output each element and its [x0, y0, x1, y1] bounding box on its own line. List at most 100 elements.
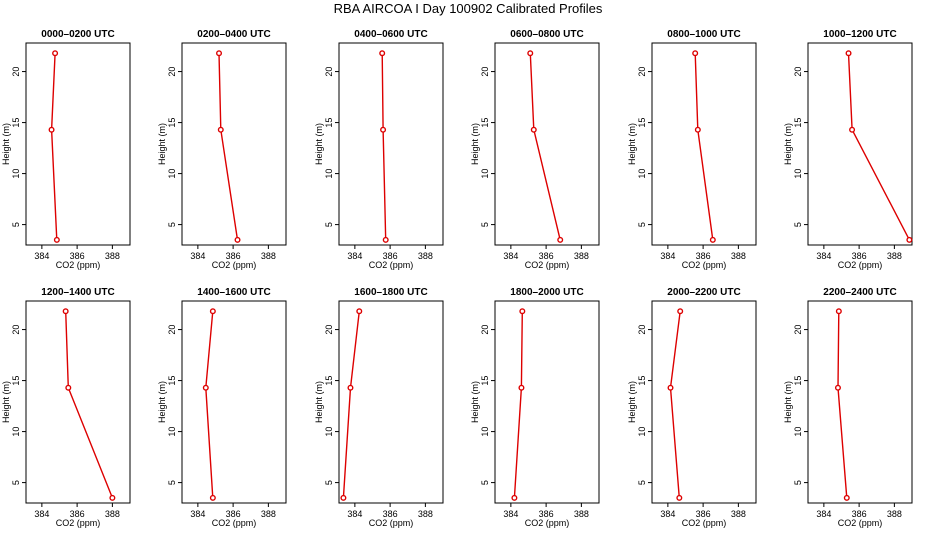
x-axis-label: CO2 (ppm) — [369, 518, 414, 528]
plot-frame — [494, 42, 600, 246]
x-tick-label: 388 — [574, 509, 589, 519]
y-tick-label: 15 — [480, 376, 490, 386]
data-point — [209, 308, 216, 315]
x-axis-label: CO2 (ppm) — [682, 260, 727, 270]
co2-profile-line — [50, 53, 58, 240]
y-axis-label: Height (m) — [1, 381, 11, 423]
x-tick-label: 388 — [418, 509, 433, 519]
panel-title: 0200–0400 UTC — [197, 29, 270, 40]
x-tick-label: 388 — [574, 251, 589, 261]
y-tick-label: 20 — [11, 67, 21, 77]
data-point — [530, 126, 537, 133]
x-axis-label: CO2 (ppm) — [682, 518, 727, 528]
y-tick-label: 10 — [793, 169, 803, 179]
y-axis-label: Height (m) — [157, 381, 167, 423]
x-tick-label: 388 — [105, 251, 120, 261]
data-point — [52, 50, 59, 57]
x-tick-label: 384 — [34, 509, 49, 519]
x-axis-label: CO2 (ppm) — [212, 260, 257, 270]
x-tick-label: 386 — [226, 251, 241, 261]
y-tick-label: 5 — [324, 480, 334, 485]
panel-title: 1000–1200 UTC — [823, 29, 896, 40]
y-tick-label: 20 — [11, 325, 21, 335]
x-tick-label: 386 — [852, 509, 867, 519]
panel-title: 0600–0800 UTC — [510, 29, 583, 40]
y-tick-label: 5 — [637, 480, 647, 485]
profile-panel-11: 2000–2200 UTC 384 386 388 5 10 15 20 CO2 (ppm) He… — [627, 287, 757, 528]
y-tick-label: 15 — [793, 376, 803, 386]
panel-title: 1400–1600 UTC — [197, 287, 270, 298]
plot-frame — [338, 300, 444, 504]
y-tick-label: 15 — [480, 118, 490, 128]
data-point — [709, 236, 716, 243]
data-point — [202, 384, 209, 391]
y-tick-label: 15 — [324, 118, 334, 128]
x-tick-label: 386 — [539, 251, 554, 261]
co2-profile-line — [218, 53, 239, 241]
panel-title: 1800–2000 UTC — [510, 287, 583, 298]
profile-panel-5: 0800–1000 UTC 384 386 388 5 10 15 20 CO2 (ppm) He… — [627, 29, 757, 270]
data-point — [835, 308, 842, 315]
y-tick-label: 15 — [11, 118, 21, 128]
x-tick-label: 386 — [696, 251, 711, 261]
y-axis-label: Height (m) — [627, 123, 637, 165]
x-tick-label: 386 — [696, 509, 711, 519]
panel-title: 1200–1400 UTC — [41, 287, 114, 298]
y-axis-label: Height (m) — [627, 381, 637, 423]
panel-title: 0800–1000 UTC — [667, 29, 740, 40]
x-axis-label: CO2 (ppm) — [212, 518, 257, 528]
y-axis-label: Height (m) — [314, 381, 324, 423]
data-point — [845, 50, 852, 57]
profile-panel-2: 0200–0400 UTC 384 386 388 5 10 15 20 CO2 (ppm) He… — [157, 29, 287, 270]
data-point — [216, 50, 223, 57]
data-point — [379, 50, 386, 57]
co2-profile-line — [513, 311, 523, 498]
x-tick-label: 386 — [852, 251, 867, 261]
panel-title: 0000–0200 UTC — [41, 29, 114, 40]
x-tick-label: 386 — [226, 509, 241, 519]
data-point — [356, 308, 363, 315]
profile-panel-10: 1800–2000 UTC 384 386 388 5 10 15 20 CO2 (ppm) He… — [470, 287, 600, 528]
profile-panel-4: 0600–0800 UTC 384 386 388 5 10 15 20 CO2 (ppm) He… — [470, 29, 600, 270]
y-tick-label: 20 — [637, 325, 647, 335]
plot-frame — [25, 42, 131, 246]
y-tick-label: 10 — [793, 427, 803, 437]
y-tick-label: 5 — [11, 480, 21, 485]
x-tick-label: 384 — [503, 509, 518, 519]
y-tick-label: 15 — [324, 376, 334, 386]
y-tick-label: 20 — [480, 67, 490, 77]
data-point — [209, 494, 216, 501]
y-tick-label: 20 — [324, 67, 334, 77]
co2-profile-line — [342, 311, 360, 498]
y-tick-label: 5 — [480, 480, 490, 485]
profile-panel-12: 2200–2400 UTC 384 386 388 5 10 15 20 CO2 (ppm) He… — [783, 287, 913, 528]
data-point — [519, 308, 526, 315]
y-axis-label: Height (m) — [783, 123, 793, 165]
x-axis-label: CO2 (ppm) — [525, 518, 570, 528]
co2-profile-line — [381, 53, 387, 240]
data-point — [557, 236, 564, 243]
x-tick-label: 384 — [347, 509, 362, 519]
x-tick-label: 386 — [539, 509, 554, 519]
y-axis-label: Height (m) — [470, 381, 480, 423]
x-tick-label: 384 — [34, 251, 49, 261]
x-tick-label: 388 — [105, 509, 120, 519]
x-tick-label: 384 — [660, 509, 675, 519]
data-point — [347, 384, 354, 391]
profile-panel-6: 1000–1200 UTC 384 386 388 5 10 15 20 CO2 (ppm) He… — [783, 29, 913, 270]
x-axis-label: CO2 (ppm) — [838, 260, 883, 270]
y-tick-label: 10 — [480, 427, 490, 437]
y-tick-label: 5 — [793, 480, 803, 485]
y-tick-label: 5 — [167, 222, 177, 227]
data-point — [906, 236, 913, 243]
y-axis-label: Height (m) — [157, 123, 167, 165]
plot-frame — [807, 300, 913, 504]
data-point — [217, 126, 224, 133]
panel-title: 0400–0600 UTC — [354, 29, 427, 40]
profile-panel-9: 1600–1800 UTC 384 386 388 5 10 15 20 CO2 (ppm) He… — [314, 287, 444, 528]
y-tick-label: 10 — [324, 427, 334, 437]
data-point — [234, 236, 241, 243]
y-tick-label: 10 — [11, 169, 21, 179]
profile-panel-3: 0400–0600 UTC 384 386 388 5 10 15 20 CO2 (ppm) He… — [314, 29, 444, 270]
co2-profile-line — [65, 311, 114, 499]
